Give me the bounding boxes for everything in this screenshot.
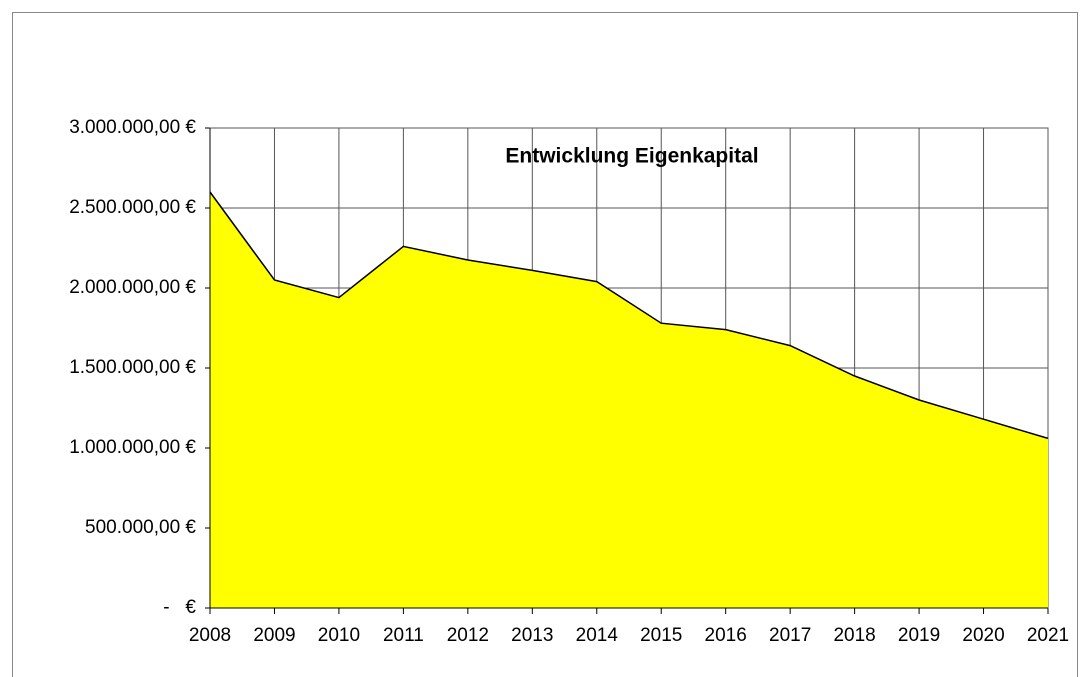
x-tick-label: 2020 xyxy=(962,625,1004,646)
x-tick-label: 2016 xyxy=(705,625,747,646)
x-tick-label: 2011 xyxy=(383,625,424,646)
y-tick-label: 1.500.000,00 € xyxy=(69,357,196,378)
x-tick-label: 2013 xyxy=(511,625,553,646)
y-tick-label: 2.500.000,00 € xyxy=(69,197,196,218)
x-tick-label: 2014 xyxy=(576,625,619,646)
x-tick-label: 2018 xyxy=(833,625,875,646)
x-tick-label: 2017 xyxy=(769,625,811,646)
x-tick-label: 2021 xyxy=(1027,625,1069,646)
y-tick-label: - € xyxy=(163,597,196,618)
x-tick-label: 2015 xyxy=(640,625,682,646)
x-tick-label: 2008 xyxy=(189,625,231,646)
area-line xyxy=(209,191,1049,440)
x-tick-label: 2019 xyxy=(898,625,940,646)
y-tick-label: 3.000.000,00 € xyxy=(69,117,196,138)
x-tick-label: 2009 xyxy=(253,625,295,646)
x-tick-label: 2012 xyxy=(447,625,489,646)
x-tick-label: 2010 xyxy=(318,625,360,646)
area xyxy=(210,192,1048,608)
y-tick-label: 500.000,00 € xyxy=(85,517,196,538)
y-tick-label: 2.000.000,00 € xyxy=(69,277,196,298)
chart-title: Entwicklung Eigenkapital xyxy=(505,145,758,168)
y-tick-label: 1.000.000,00 € xyxy=(69,437,196,458)
